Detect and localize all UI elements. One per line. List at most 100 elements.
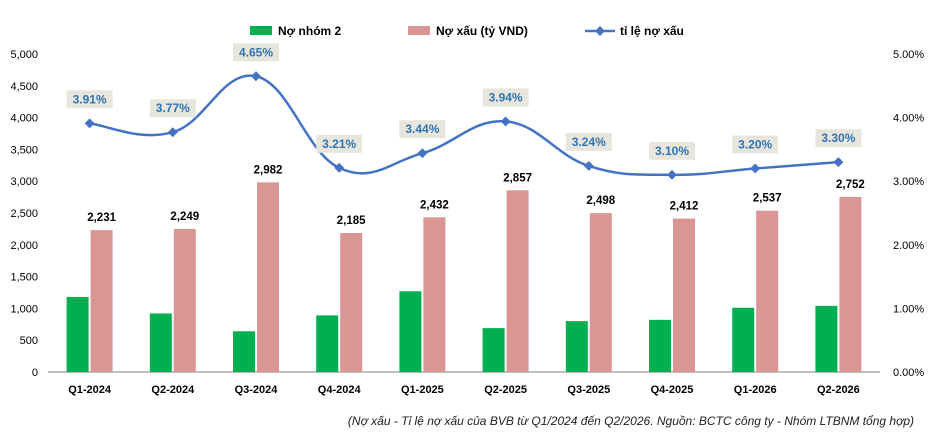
bar-label-no-xau: 2,412 (670, 201, 699, 213)
legend-swatch-no-xau (408, 26, 430, 35)
category-label: Q1-2026 (734, 384, 777, 396)
rate-label: 3.77% (156, 101, 190, 115)
chart-caption: (Nợ xấu - Tỉ lệ nợ xấu của BVB từ Q1/202… (347, 414, 914, 428)
left-tick-label: 5,000 (10, 49, 38, 61)
bar-data-labels: 2,231 2,249 2,982 2,185 2,432 2,857 2,498 2,412… (87, 164, 865, 227)
rate-label: 3.21% (322, 137, 356, 151)
rate-label-box (482, 88, 529, 107)
category-label: Q3-2025 (567, 384, 610, 396)
bar-no-xau (839, 196, 862, 372)
rate-marker (84, 118, 95, 129)
left-tick-label: 3,500 (10, 144, 38, 156)
bar-no-nhom-2 (565, 321, 588, 372)
rate-marker (583, 160, 594, 171)
rate-label-box (399, 120, 446, 139)
bar-no-nhom-2 (149, 313, 172, 372)
legend-item-ti-le-no-xau: tỉ lệ nợ xấu (585, 24, 684, 38)
left-tick-label: 1,500 (10, 272, 38, 284)
rate-data-labels: 3.91% 3.77% 4.65% 3.21% 3.44% 3.94% 3.24% 3.10%… (66, 43, 862, 160)
rate-marker (500, 116, 511, 127)
bar-no-xau (756, 210, 779, 372)
left-tick-label: 4,000 (10, 113, 38, 125)
legend: Nợ nhóm 2 Nợ xấu (tỷ VND) tỉ lệ nợ xấu (250, 24, 684, 38)
bar-no-xau (257, 182, 279, 372)
bar-no-xau (589, 213, 612, 372)
category-label: Q3-2024 (235, 384, 279, 396)
bar-label-no-xau: 2,185 (337, 215, 366, 227)
bar-no-nhom-2 (482, 328, 505, 372)
bar-no-nhom-2 (815, 305, 838, 372)
rate-marker (167, 127, 178, 138)
category-label: Q2-2026 (817, 384, 860, 396)
rate-marker (833, 157, 844, 168)
bars (66, 182, 862, 372)
left-tick-label: 3,000 (10, 176, 38, 188)
left-tick-label: 2,000 (10, 240, 38, 252)
rate-label-box (565, 132, 612, 151)
rate-label-box (233, 43, 279, 62)
left-tick-label: 2,500 (10, 208, 38, 220)
category-label: Q2-2025 (484, 384, 527, 396)
rate-label-box (316, 134, 363, 153)
rate-marker (251, 71, 261, 82)
category-label: Q2-2024 (151, 384, 195, 396)
bar-label-no-xau: 2,752 (836, 179, 865, 191)
rate-label: 3.91% (73, 92, 107, 106)
bar-no-xau (90, 230, 113, 372)
bar-no-nhom-2 (233, 331, 255, 372)
legend-swatch-no-nhom-2 (250, 26, 272, 35)
left-tick-label: 0 (32, 367, 38, 379)
bar-label-no-xau: 2,498 (586, 195, 615, 207)
rate-markers (84, 71, 844, 180)
bar-label-no-xau: 2,857 (503, 172, 532, 184)
legend-item-no-xau: Nợ xấu (tỷ VND) (408, 24, 528, 38)
rate-label: 3.94% (489, 90, 523, 104)
left-tick-label: 500 (20, 335, 38, 347)
bar-no-xau (673, 218, 695, 372)
bar-no-nhom-2 (399, 291, 422, 372)
left-tick-label: 4,500 (10, 81, 38, 93)
rate-marker (334, 162, 345, 173)
bar-no-nhom-2 (649, 319, 671, 372)
right-tick-label: 4.00% (893, 113, 924, 125)
bar-no-xau (340, 233, 363, 372)
rate-label: 3.30% (821, 131, 855, 145)
rate-label-box (649, 141, 695, 160)
rate-label-box (815, 129, 862, 148)
category-label: Q1-2025 (401, 384, 444, 396)
rate-marker (667, 169, 677, 180)
category-label: Q4-2024 (318, 384, 362, 396)
bar-label-no-xau: 2,982 (254, 164, 283, 176)
right-tick-label: 0.00% (893, 367, 924, 379)
right-tick-label: 5.00% (893, 49, 924, 61)
right-tick-label: 3.00% (893, 176, 924, 188)
rate-label: 3.20% (738, 137, 772, 151)
rate-label: 3.10% (655, 144, 689, 158)
rate-marker (750, 163, 761, 174)
rate-marker (417, 148, 428, 159)
legend-label-no-xau: Nợ xấu (tỷ VND) (436, 24, 528, 38)
right-tick-label: 2.00% (893, 240, 924, 252)
right-axis-ticks: 0.00% 1.00% 2.00% 3.00% 4.00% 5.00% (893, 49, 924, 379)
bar-label-no-xau: 2,231 (87, 212, 116, 224)
rate-label: 3.24% (572, 135, 606, 149)
bar-label-no-xau: 2,537 (753, 193, 782, 205)
legend-label-ti-le-no-xau: tỉ lệ nợ xấu (620, 24, 684, 38)
rate-label-box (149, 99, 196, 118)
bar-label-no-xau: 2,249 (170, 211, 199, 223)
bar-no-nhom-2 (316, 315, 339, 372)
bar-no-xau (506, 190, 529, 372)
rate-label: 3.44% (405, 122, 439, 136)
rate-label-box (66, 90, 113, 109)
bar-no-xau (173, 228, 196, 372)
left-tick-label: 1,000 (10, 303, 38, 315)
rate-label: 4.65% (239, 45, 273, 59)
rate-label-box (732, 135, 779, 154)
rate-line (89, 74, 839, 177)
bar-no-xau (423, 217, 446, 372)
bar-no-nhom-2 (66, 296, 89, 372)
bar-label-no-xau: 2,432 (420, 199, 449, 211)
legend-item-no-nhom-2: Nợ nhóm 2 (250, 24, 342, 38)
legend-marker-ti-le-no-xau (595, 26, 605, 36)
category-labels: Q1-2024 Q2-2024 Q3-2024 Q4-2024 Q1-2025 Q2-20… (68, 384, 860, 396)
